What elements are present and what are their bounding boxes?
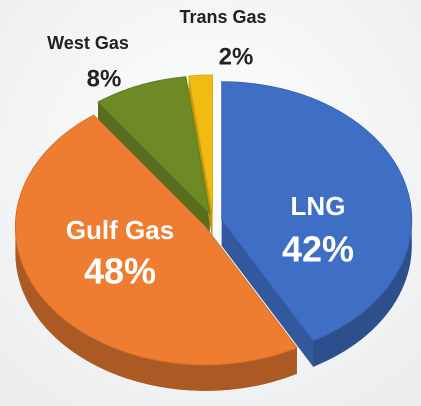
slice-label: Gulf Gas: [66, 215, 174, 245]
slice-label: West Gas: [47, 33, 129, 53]
value-label: 42%: [282, 229, 354, 270]
pie-slice: [188, 74, 213, 214]
pie-slice: [14, 114, 298, 366]
value-label: 2%: [219, 43, 254, 70]
slice-label: Trans Gas: [179, 7, 266, 27]
slice-wall: [313, 219, 412, 367]
slice-wall: [15, 226, 297, 391]
pie-slice: [221, 81, 413, 342]
pie-slice: [97, 76, 211, 216]
slice-tops: [14, 74, 413, 366]
value-label: 8%: [87, 65, 122, 92]
value-label: 48%: [84, 251, 156, 292]
slice-cut: [221, 219, 314, 367]
labels: LNG 42% Gulf Gas 48% West Gas 8% Trans Gas 2%: [47, 7, 354, 292]
slice-label: LNG: [291, 191, 346, 221]
